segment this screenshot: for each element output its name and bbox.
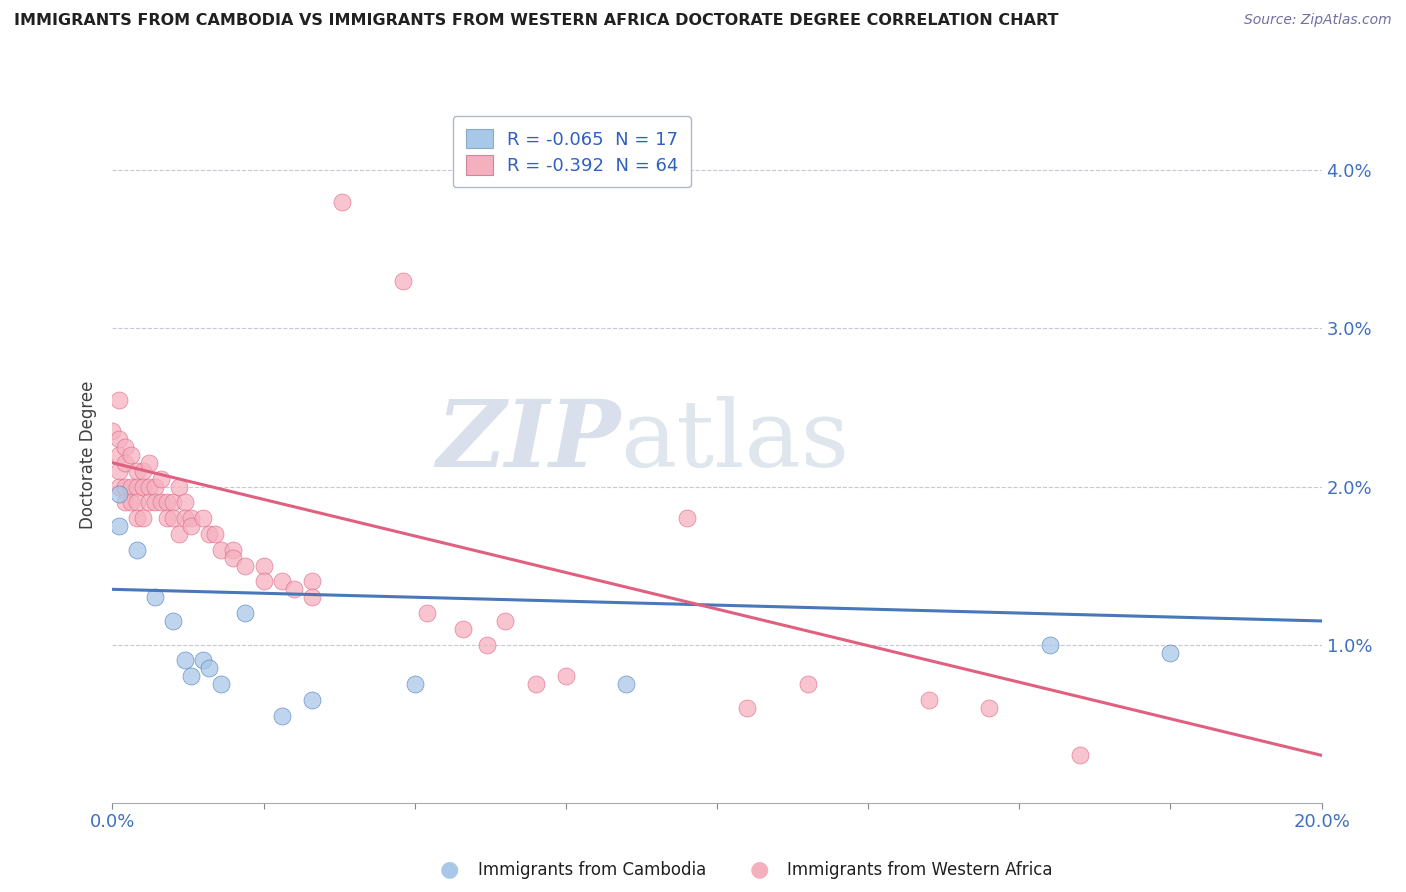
Point	[495, 614, 517, 628]
Point	[101, 424, 124, 438]
Legend: R = -0.065  N = 17, R = -0.392  N = 64: R = -0.065 N = 17, R = -0.392 N = 64	[453, 116, 692, 187]
Point	[451, 622, 474, 636]
Point	[125, 479, 148, 493]
Point	[283, 582, 305, 597]
Point	[107, 487, 129, 501]
Point	[253, 558, 276, 573]
Point	[120, 495, 142, 509]
Point	[107, 392, 129, 407]
Point	[167, 527, 190, 541]
Point	[107, 464, 129, 478]
Point	[235, 606, 257, 620]
Point	[138, 479, 160, 493]
Point	[167, 479, 190, 493]
Point	[198, 661, 221, 675]
Point	[301, 693, 323, 707]
Point	[156, 511, 179, 525]
Point	[174, 511, 197, 525]
Point	[198, 527, 221, 541]
Point	[235, 558, 257, 573]
Point	[180, 519, 202, 533]
Point	[616, 677, 638, 691]
Point	[524, 677, 547, 691]
Point	[162, 511, 184, 525]
Point	[114, 440, 136, 454]
Text: ZIP: ZIP	[436, 396, 620, 486]
Point	[391, 274, 413, 288]
Y-axis label: Doctorate Degree: Doctorate Degree	[79, 381, 97, 529]
Point	[107, 479, 129, 493]
Point	[191, 511, 214, 525]
Point	[675, 511, 697, 525]
Point	[977, 701, 1000, 715]
Point	[174, 495, 197, 509]
Point	[209, 677, 232, 691]
Point	[114, 479, 136, 493]
Point	[125, 495, 148, 509]
Point	[114, 456, 136, 470]
Point	[416, 606, 439, 620]
Point	[125, 511, 148, 525]
Point	[330, 194, 353, 209]
Point	[1038, 638, 1062, 652]
Point	[149, 495, 172, 509]
Point	[222, 542, 245, 557]
Point	[125, 464, 148, 478]
Point	[162, 614, 184, 628]
Point	[1069, 748, 1091, 763]
Point	[132, 479, 155, 493]
Point	[156, 495, 179, 509]
Point	[125, 542, 148, 557]
Point	[477, 638, 499, 652]
Point	[222, 550, 245, 565]
Point	[138, 456, 160, 470]
Text: Immigrants from Cambodia: Immigrants from Cambodia	[478, 861, 706, 879]
Point	[180, 511, 202, 525]
Point	[107, 448, 129, 462]
Point	[162, 495, 184, 509]
Point	[253, 574, 276, 589]
Text: Source: ZipAtlas.com: Source: ZipAtlas.com	[1244, 13, 1392, 28]
Point	[107, 519, 129, 533]
Point	[1159, 646, 1181, 660]
Point	[180, 669, 202, 683]
Point	[301, 591, 323, 605]
Point	[204, 527, 226, 541]
Point	[554, 669, 576, 683]
Point	[143, 591, 166, 605]
Point	[191, 653, 214, 667]
Point	[114, 495, 136, 509]
Text: IMMIGRANTS FROM CAMBODIA VS IMMIGRANTS FROM WESTERN AFRICA DOCTORATE DEGREE CORR: IMMIGRANTS FROM CAMBODIA VS IMMIGRANTS F…	[14, 13, 1059, 29]
Point	[404, 677, 426, 691]
Point	[149, 472, 172, 486]
Point	[107, 432, 129, 446]
Point	[270, 708, 292, 723]
Point	[143, 495, 166, 509]
Point	[270, 574, 292, 589]
Text: ●: ●	[440, 860, 460, 880]
Point	[796, 677, 818, 691]
Point	[737, 701, 759, 715]
Point	[918, 693, 941, 707]
Point	[209, 542, 232, 557]
Point	[174, 653, 197, 667]
Point	[132, 511, 155, 525]
Text: ●: ●	[749, 860, 769, 880]
Point	[138, 495, 160, 509]
Point	[120, 448, 142, 462]
Text: Immigrants from Western Africa: Immigrants from Western Africa	[787, 861, 1053, 879]
Point	[120, 479, 142, 493]
Point	[132, 464, 155, 478]
Point	[143, 479, 166, 493]
Point	[301, 574, 323, 589]
Text: atlas: atlas	[620, 396, 849, 486]
